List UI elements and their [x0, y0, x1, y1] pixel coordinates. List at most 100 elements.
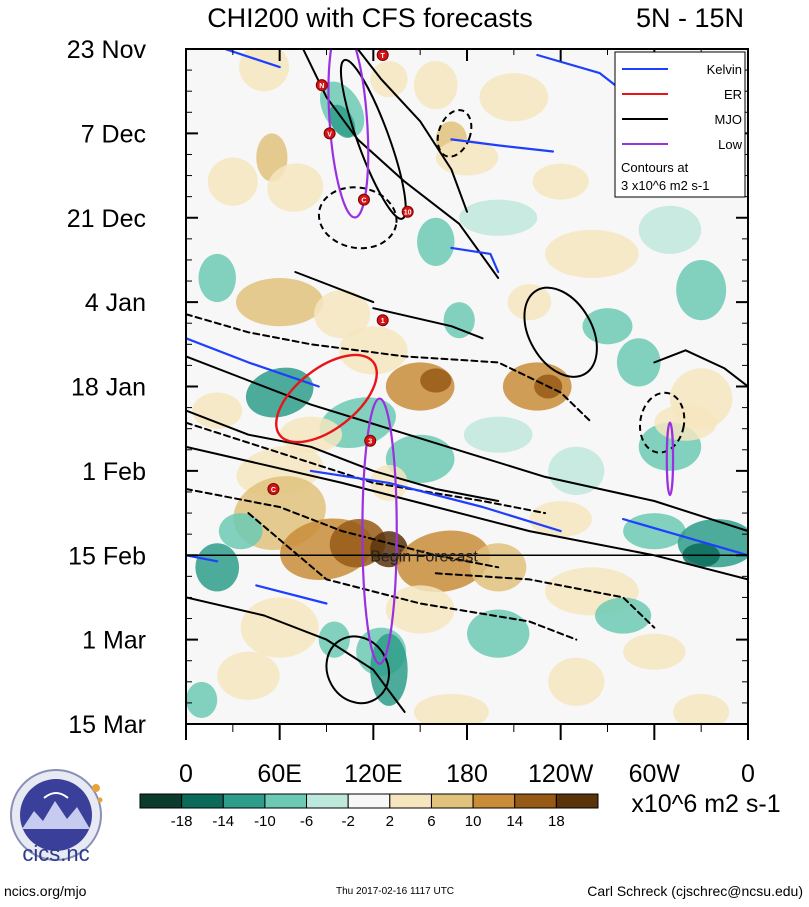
shade-blob: [385, 585, 455, 634]
footer-timestamp: Thu 2017-02-16 1117 UTC: [336, 886, 455, 897]
storm-marker-label: N: [319, 83, 324, 90]
legend: Kelvin ER MJO Low Contours at 3 x10^6 m2 s-…: [614, 51, 746, 198]
storm-marker-dot: [376, 314, 389, 327]
shade-blob: [623, 513, 686, 550]
storm-marker: 3: [364, 434, 377, 447]
kelvin-contour: [186, 554, 219, 563]
y-tick-label: 18 Jan: [71, 374, 146, 402]
colorbar-label: -10: [254, 813, 276, 830]
shade-blob: [192, 392, 243, 429]
storm-marker-label: T: [381, 53, 386, 60]
colorbar-label: -2: [342, 813, 355, 830]
kelvin-contour: [622, 518, 748, 557]
colorbar-label: 2: [386, 813, 394, 830]
storm-marker: V: [323, 127, 336, 140]
storm-marker-dot: [401, 205, 414, 218]
storm-marker-label: 3: [368, 439, 372, 446]
storm-marker-label: C: [271, 487, 276, 494]
shade-blob: [582, 308, 633, 345]
kelvin-contour: [255, 584, 328, 605]
chart-title: CHI200 with CFS forecasts: [207, 3, 533, 33]
kelvin-contour: [450, 246, 500, 274]
storm-marker: N: [315, 79, 328, 92]
colorbar-label: -14: [212, 813, 234, 830]
colorbar-label: 6: [427, 813, 435, 830]
y-tick-label: 23 Nov: [67, 36, 147, 64]
y-tick-label: 4 Jan: [85, 289, 146, 317]
colorbar-label: 10: [465, 813, 482, 830]
shade-blob: [676, 259, 727, 321]
x-tick-label: 60W: [629, 760, 681, 788]
shade-blob: [463, 416, 533, 453]
mjo-contour: [186, 409, 500, 502]
shade-blob: [529, 501, 592, 538]
mjo-dashed-contour: [317, 186, 398, 250]
shade-blob: [198, 253, 236, 303]
shade-blob: [420, 368, 452, 393]
legend-label-mjo: MJO: [715, 112, 742, 127]
y-tick-label: 15 Feb: [68, 542, 146, 570]
kelvin-contour: [450, 138, 554, 153]
colorbar-box: [264, 793, 308, 809]
shade-blob: [314, 290, 371, 339]
shade-blob: [545, 229, 639, 279]
lat-band-label: 5N - 15N: [636, 3, 744, 33]
shade-blob: [673, 693, 730, 724]
mjo-dashed-contour: [434, 572, 656, 629]
mjo-dashed-contour: [186, 421, 547, 515]
colorbar-box: [514, 793, 557, 809]
y-tick-label: 7 Dec: [81, 120, 146, 148]
contour-layer: [186, 49, 748, 713]
mjo-contour: [186, 355, 748, 533]
storm-marker-dot: [357, 193, 370, 206]
footer-site: ncics.org/mjo: [4, 883, 87, 899]
storm-marker-dot: [364, 434, 377, 447]
colorbar-box: [472, 793, 516, 809]
shade-blob: [623, 633, 686, 670]
x-tick-label: 120E: [344, 760, 402, 788]
mjo-contour: [186, 596, 406, 713]
y-tick-label: 15 Mar: [68, 711, 146, 739]
mjo-contour: [523, 286, 598, 378]
mjo-contour: [294, 271, 375, 304]
colorbar-unit: x10^6 m2 s-1: [631, 790, 780, 818]
colorbar-label: 14: [506, 813, 523, 830]
shade-blob: [413, 61, 458, 110]
storm-marker-dot: [267, 482, 280, 495]
shade-blob: [417, 217, 455, 266]
shade-blob: [479, 73, 549, 122]
colorbar-box: [139, 793, 183, 809]
low-contour: [665, 421, 675, 497]
shade-blob: [532, 163, 589, 200]
x-tick-label: 0: [179, 760, 193, 788]
kelvin-contour: [186, 337, 320, 388]
mjo-dashed-contour: [186, 488, 500, 569]
mjo-contour: [372, 307, 484, 340]
kelvin-contour: [309, 469, 562, 533]
y-tick-label: 1 Feb: [82, 458, 146, 486]
colorbar-label: -18: [171, 813, 193, 830]
shade-blob: [397, 530, 491, 593]
shade-blob: [218, 513, 263, 550]
low-contour: [361, 397, 398, 665]
mjo-contour: [653, 349, 748, 388]
mjo-contour: [356, 49, 468, 213]
storm-marker: T: [376, 49, 389, 62]
storm-marker: C: [267, 482, 280, 495]
shade-blob: [638, 205, 702, 254]
mjo-dashed-contour: [247, 512, 578, 641]
shade-blob: [338, 326, 408, 375]
contour-note-line1: Contours at: [621, 160, 689, 175]
colorbar-label: -6: [300, 813, 313, 830]
y-axis: 23 Nov 7 Dec 21 Dec 4 Jan 18 Jan 1 Feb 15 Feb 1…: [67, 36, 748, 739]
colorbar-box: [430, 793, 474, 809]
legend-label-low: Low: [718, 137, 742, 152]
shade-blob: [507, 284, 552, 321]
storm-marker: 10: [401, 205, 414, 218]
forecast-label: Begin Forecast: [370, 548, 478, 565]
storm-marker-label: V: [327, 131, 332, 138]
x-tick-label: 120W: [528, 760, 594, 788]
colorbar-box: [555, 793, 599, 809]
kelvin-contour: [536, 53, 617, 87]
